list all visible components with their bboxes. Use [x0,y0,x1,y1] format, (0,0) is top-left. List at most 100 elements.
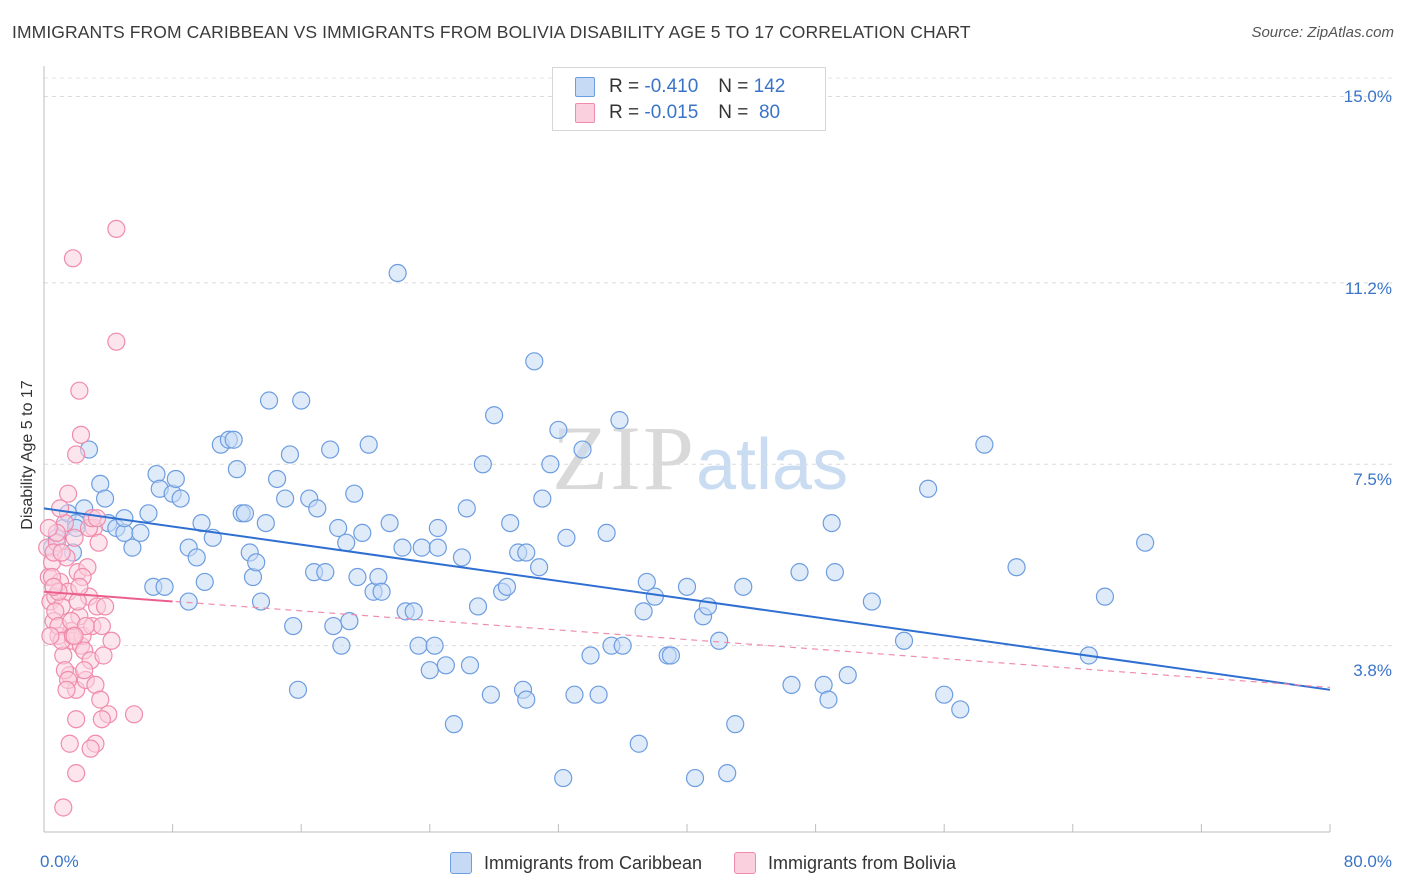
caribbean-point [613,636,632,655]
caribbean-point [862,592,881,611]
r-label: R = [609,76,640,97]
caribbean-point [530,558,549,577]
caribbean-point [710,631,729,650]
bolivia-point [70,381,89,400]
bolivia-point [67,445,86,464]
caribbean-point [348,567,367,587]
caribbean-point [372,582,391,601]
caribbean-point [718,764,737,783]
caribbean-point [284,616,303,636]
caribbean-point [412,538,431,557]
bolivia-point [95,597,115,616]
caribbean-point [235,504,255,523]
caribbean-point [790,563,809,582]
caribbean-point [533,489,552,508]
caribbean-point [123,538,142,557]
caribbean-point [345,484,364,503]
caribbean-point [589,685,608,704]
caribbean-point [224,430,243,449]
caribbean-point [468,597,488,616]
r-value: -0.015 [644,102,699,123]
n-label: N = [718,76,749,97]
bolivia-point [60,734,79,753]
caribbean-point [610,411,629,430]
caribbean-point [541,455,560,474]
caribbean-point [919,479,938,498]
legend-label: Immigrants from Bolivia [768,852,957,873]
caribbean-point [677,577,697,596]
bolivia-point [94,646,113,665]
caribbean-point [457,499,476,518]
n-label: N = [718,102,749,123]
caribbean-point [256,513,275,533]
caribbean-point [276,489,295,508]
bolivia-swatch [734,852,757,874]
caribbean-point [155,577,174,596]
caribbean-point [436,656,455,675]
bolivia-point [65,528,84,547]
caribbean-point [501,513,520,533]
n-value: 80 [758,102,781,123]
bolivia-point [124,705,144,724]
bolivia-point [75,661,94,680]
caribbean-point [452,548,472,567]
y-tick-label: 11.2% [1345,279,1392,298]
caribbean-point [147,464,166,484]
correlation-legend: R = -0.410 N = 142 R = -0.015 N = 80 [552,67,826,131]
r-label: R = [609,102,640,123]
caribbean-point [637,572,656,592]
bolivia-point [59,484,78,503]
legend-item-bolivia[interactable]: Immigrants from Bolivia [734,852,956,874]
caribbean-point [460,656,480,675]
caribbean-point [280,445,300,464]
caribbean-point [481,685,500,704]
caribbean-point [1007,558,1026,577]
x-tick-label-max: 80.0% [1343,852,1392,871]
bolivia-point [81,739,100,758]
caribbean-point [420,661,439,680]
bolivia-point [70,577,89,596]
caribbean-point [819,690,838,709]
caribbean-point [444,715,464,734]
caribbean-point [645,587,664,606]
legend-item-caribbean[interactable]: Immigrants from Caribbean [449,852,702,874]
series-legend: Immigrants from Caribbean Immigrants fro… [0,852,1406,874]
caribbean-point [321,440,340,459]
legend-row-bolivia: R = -0.015 N = 80 [575,101,780,125]
bolivia-point [87,509,107,528]
caribbean-point [485,406,504,425]
caribbean-point [95,489,115,508]
caribbean-point [822,513,841,533]
caribbean-point [324,616,343,636]
caribbean-point [557,528,576,547]
legend-row-caribbean: R = -0.410 N = 142 [575,75,785,99]
chart-title: IMMIGRANTS FROM CARIBBEAN VS IMMIGRANTS … [12,22,971,42]
bolivia-point [54,798,73,817]
caribbean-point [308,499,327,518]
caribbean-point [951,700,970,719]
caribbean-swatch [449,852,472,874]
bolivia-trend-extended [43,591,1331,688]
caribbean-point [894,631,914,650]
caribbean-point [292,391,311,410]
bolivia-point [107,219,126,239]
bolivia-point [92,616,111,636]
caribbean-point [131,523,150,543]
caribbean-point [332,636,351,655]
caribbean-point [549,420,568,440]
caribbean-point [388,263,407,283]
caribbean-point [425,636,444,655]
caribbean-point [597,523,616,543]
bolivia-point [46,602,65,621]
bolivia-point [39,518,58,538]
y-tick-label: 3.8% [1353,661,1392,680]
bolivia-point [89,533,108,552]
caribbean-point [329,518,348,538]
caribbean-point [316,563,335,582]
bolivia-point [71,425,91,444]
caribbean-point [565,685,584,704]
caribbean-point [166,469,185,489]
caribbean-point [428,538,447,557]
bolivia-trend-line [43,590,173,603]
